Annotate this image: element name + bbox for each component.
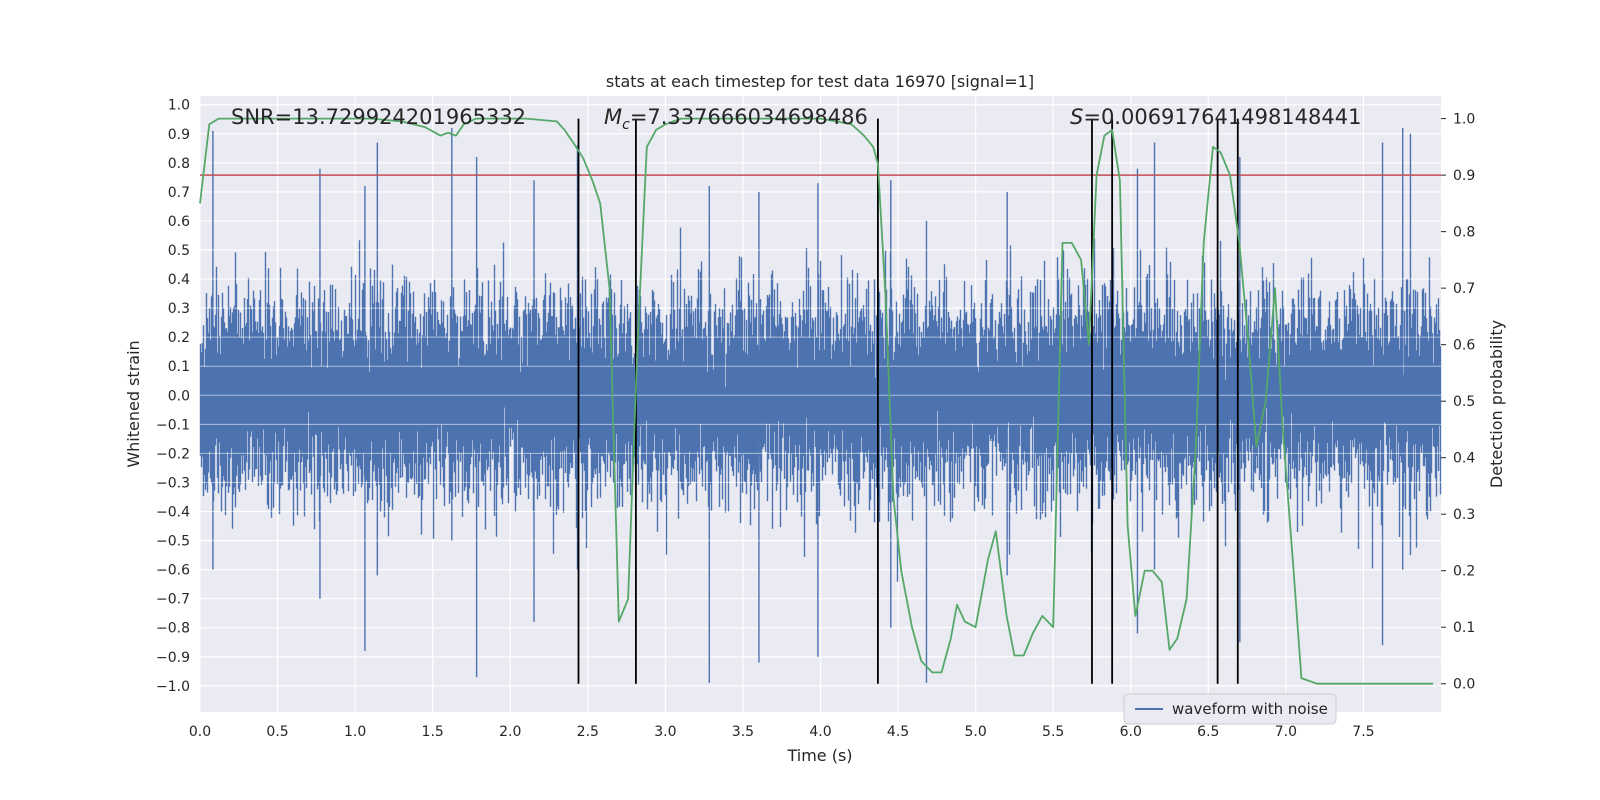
x-tick-label: 7.5 [1352, 724, 1374, 740]
chirp-mass-subscript: c [622, 117, 630, 133]
x-tick-label: 6.5 [1197, 724, 1219, 740]
y2-tick-label: 0.7 [1453, 281, 1475, 297]
probability-line [199, 117, 1434, 685]
y-tick-label: −0.6 [156, 563, 190, 579]
y-tick-label: −0.4 [156, 505, 190, 521]
waveform-series [199, 128, 1442, 683]
y-tick-label: −0.7 [156, 592, 190, 608]
y2-tick-label: 0.5 [1453, 394, 1475, 410]
chart-title: stats at each timestep for test data 169… [606, 72, 1034, 91]
y2-tick-label: 0.2 [1453, 564, 1475, 580]
y-tick-label: 0.0 [168, 388, 190, 404]
y-tick-label: −0.3 [156, 475, 190, 491]
waveform-trace [199, 128, 1442, 683]
x-axis-label: Time (s) [786, 746, 852, 765]
x-tick-label: 0.0 [189, 724, 211, 740]
x-tick-label: 5.5 [1042, 724, 1064, 740]
y-tick-label: 0.6 [168, 214, 190, 230]
y-tick-label: 0.3 [168, 301, 190, 317]
y2-tick-label: 0.9 [1453, 168, 1475, 184]
y-tick-label: 0.8 [168, 156, 190, 172]
y2-axis-label: Detection probability [1487, 320, 1506, 488]
legend-box [1123, 693, 1337, 725]
s-annotation: S=0.006917641498148441 [1070, 105, 1361, 129]
y-tick-label: −0.9 [156, 650, 190, 666]
x-tick-label: 6.0 [1120, 724, 1142, 740]
y2-tick-label: 0.6 [1453, 338, 1475, 354]
y2-tick-label: 0.4 [1453, 451, 1475, 467]
y-tick-label: 0.2 [168, 330, 190, 346]
snr-annotation: SNR=13.729924201965332 [231, 105, 526, 129]
y2-tick-labels: 1.0 0.9 0.8 0.7 0.6 0.5 0.4 0.3 0.2 0.1 0.0 [1441, 112, 1475, 693]
chirp-mass-annotation: Mc=7.337666034698486 [604, 105, 868, 133]
legend-label: waveform with noise [1172, 700, 1328, 718]
y-tick-label: −0.1 [156, 417, 190, 433]
y2-tick-label: 0.3 [1453, 507, 1475, 523]
y2-tick-label: 0.0 [1453, 677, 1475, 693]
x-tick-label: 3.0 [654, 724, 676, 740]
y2-tick-label: 1.0 [1453, 112, 1475, 128]
y-tick-label: 1.0 [168, 98, 190, 114]
x-tick-label: 5.0 [964, 724, 986, 740]
y-tick-labels: 1.0 0.9 0.8 0.7 0.6 0.5 0.4 0.3 0.2 0.1 0.0 −0.1 −0.… [156, 98, 190, 695]
x-tick-label: 1.5 [422, 724, 444, 740]
y-tick-label: 0.9 [168, 127, 190, 143]
y-tick-label: −1.0 [156, 679, 190, 695]
x-tick-label: 4.0 [809, 724, 831, 740]
x-tick-label: 7.0 [1275, 724, 1297, 740]
legend: waveform with noise [1123, 693, 1337, 725]
y-axis-label: Whitened strain [124, 340, 143, 467]
x-tick-label: 2.0 [499, 724, 521, 740]
x-tick-label: 2.5 [577, 724, 599, 740]
s-symbol: S [1070, 105, 1083, 129]
probability-series [199, 117, 1434, 685]
y2-tick-label: 0.1 [1453, 620, 1475, 636]
y-tick-label: −0.5 [156, 534, 190, 550]
x-tick-label: 0.5 [266, 724, 288, 740]
x-tick-label: 1.0 [344, 724, 366, 740]
x-tick-label: 4.5 [887, 724, 909, 740]
s-value: =0.006917641498148441 [1083, 105, 1361, 129]
x-tick-labels: 0.0 0.5 1.0 1.5 2.0 2.5 3.0 3.5 4.0 4.5 5.0 5.5 6.0 6… [189, 724, 1375, 740]
y-tick-label: 0.7 [168, 185, 190, 201]
y2-tick-label: 0.8 [1453, 225, 1475, 241]
y-tick-label: −0.8 [156, 621, 190, 637]
x-tick-label: 3.5 [732, 724, 754, 740]
y-tick-label: 0.4 [168, 272, 190, 288]
y-tick-label: −0.2 [156, 446, 190, 462]
reference-lines [200, 118, 1441, 684]
y-tick-label: 0.5 [168, 243, 190, 259]
chirp-mass-value: =7.337666034698486 [630, 105, 868, 129]
chirp-mass-symbol: M [604, 105, 622, 129]
y-tick-label: 0.1 [168, 359, 190, 375]
